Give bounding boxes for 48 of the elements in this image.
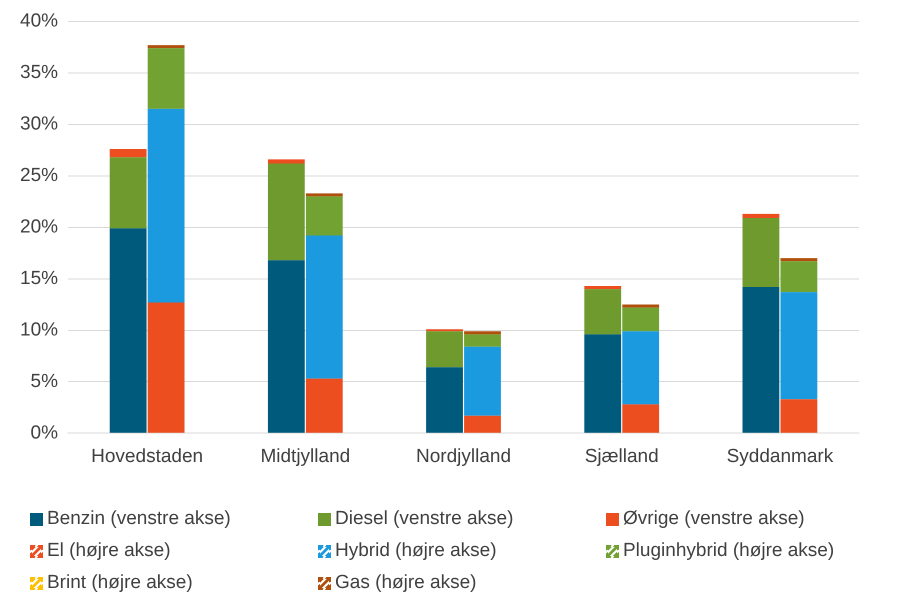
bar — [306, 193, 343, 196]
y-tick-label: 25% — [20, 165, 58, 186]
legend-label: Hybrid (højre akse) — [335, 540, 497, 562]
x-tick-label: Syddanmark — [726, 446, 834, 467]
y-tick-label: 20% — [20, 216, 58, 238]
y-tick-label: 30% — [20, 114, 58, 135]
y-tick-label: 10% — [20, 319, 58, 340]
bar — [306, 378, 343, 433]
bar — [110, 228, 147, 433]
x-tick-label: Hovedstaden — [91, 446, 204, 467]
legend-label: El (højre akse) — [47, 540, 171, 562]
y-tick-label: 5% — [30, 370, 58, 392]
bar — [148, 45, 185, 48]
x-tick-label: Sjælland — [584, 446, 659, 467]
y-tick-label: 35% — [20, 62, 58, 84]
bar — [464, 346, 501, 416]
legend-label: Gas (højre akse) — [335, 572, 476, 594]
bar — [110, 149, 147, 158]
bar — [148, 48, 185, 109]
bar — [622, 331, 660, 404]
bar — [464, 331, 501, 334]
bar — [584, 334, 622, 433]
legend-label: Benzin (venstre akse) — [47, 508, 231, 530]
y-tick-label: 40% — [20, 10, 58, 32]
bar — [780, 258, 818, 262]
bar — [148, 108, 185, 302]
bar — [268, 260, 305, 433]
y-tick-label: 0% — [30, 422, 58, 444]
bar — [742, 214, 780, 218]
bar — [268, 159, 305, 164]
x-tick-label: Nordjylland — [416, 446, 512, 467]
legend-label: Brint (højre akse) — [47, 572, 193, 594]
bar — [780, 292, 818, 400]
bar — [622, 304, 660, 308]
bar — [110, 157, 147, 228]
legend-label: Øvrige (venstre akse) — [623, 508, 805, 530]
bar — [306, 236, 343, 379]
legend-label: Pluginhybrid (højre akse) — [623, 540, 834, 562]
bar — [464, 416, 501, 433]
bar — [584, 286, 622, 290]
bar — [780, 399, 818, 433]
legend-label: Diesel (venstre akse) — [335, 508, 514, 530]
x-tick-label: Midtjylland — [260, 446, 350, 467]
bar — [426, 367, 463, 433]
y-tick-label: 15% — [20, 268, 58, 290]
bar — [742, 287, 780, 433]
bar — [622, 404, 660, 433]
bar — [148, 302, 185, 433]
